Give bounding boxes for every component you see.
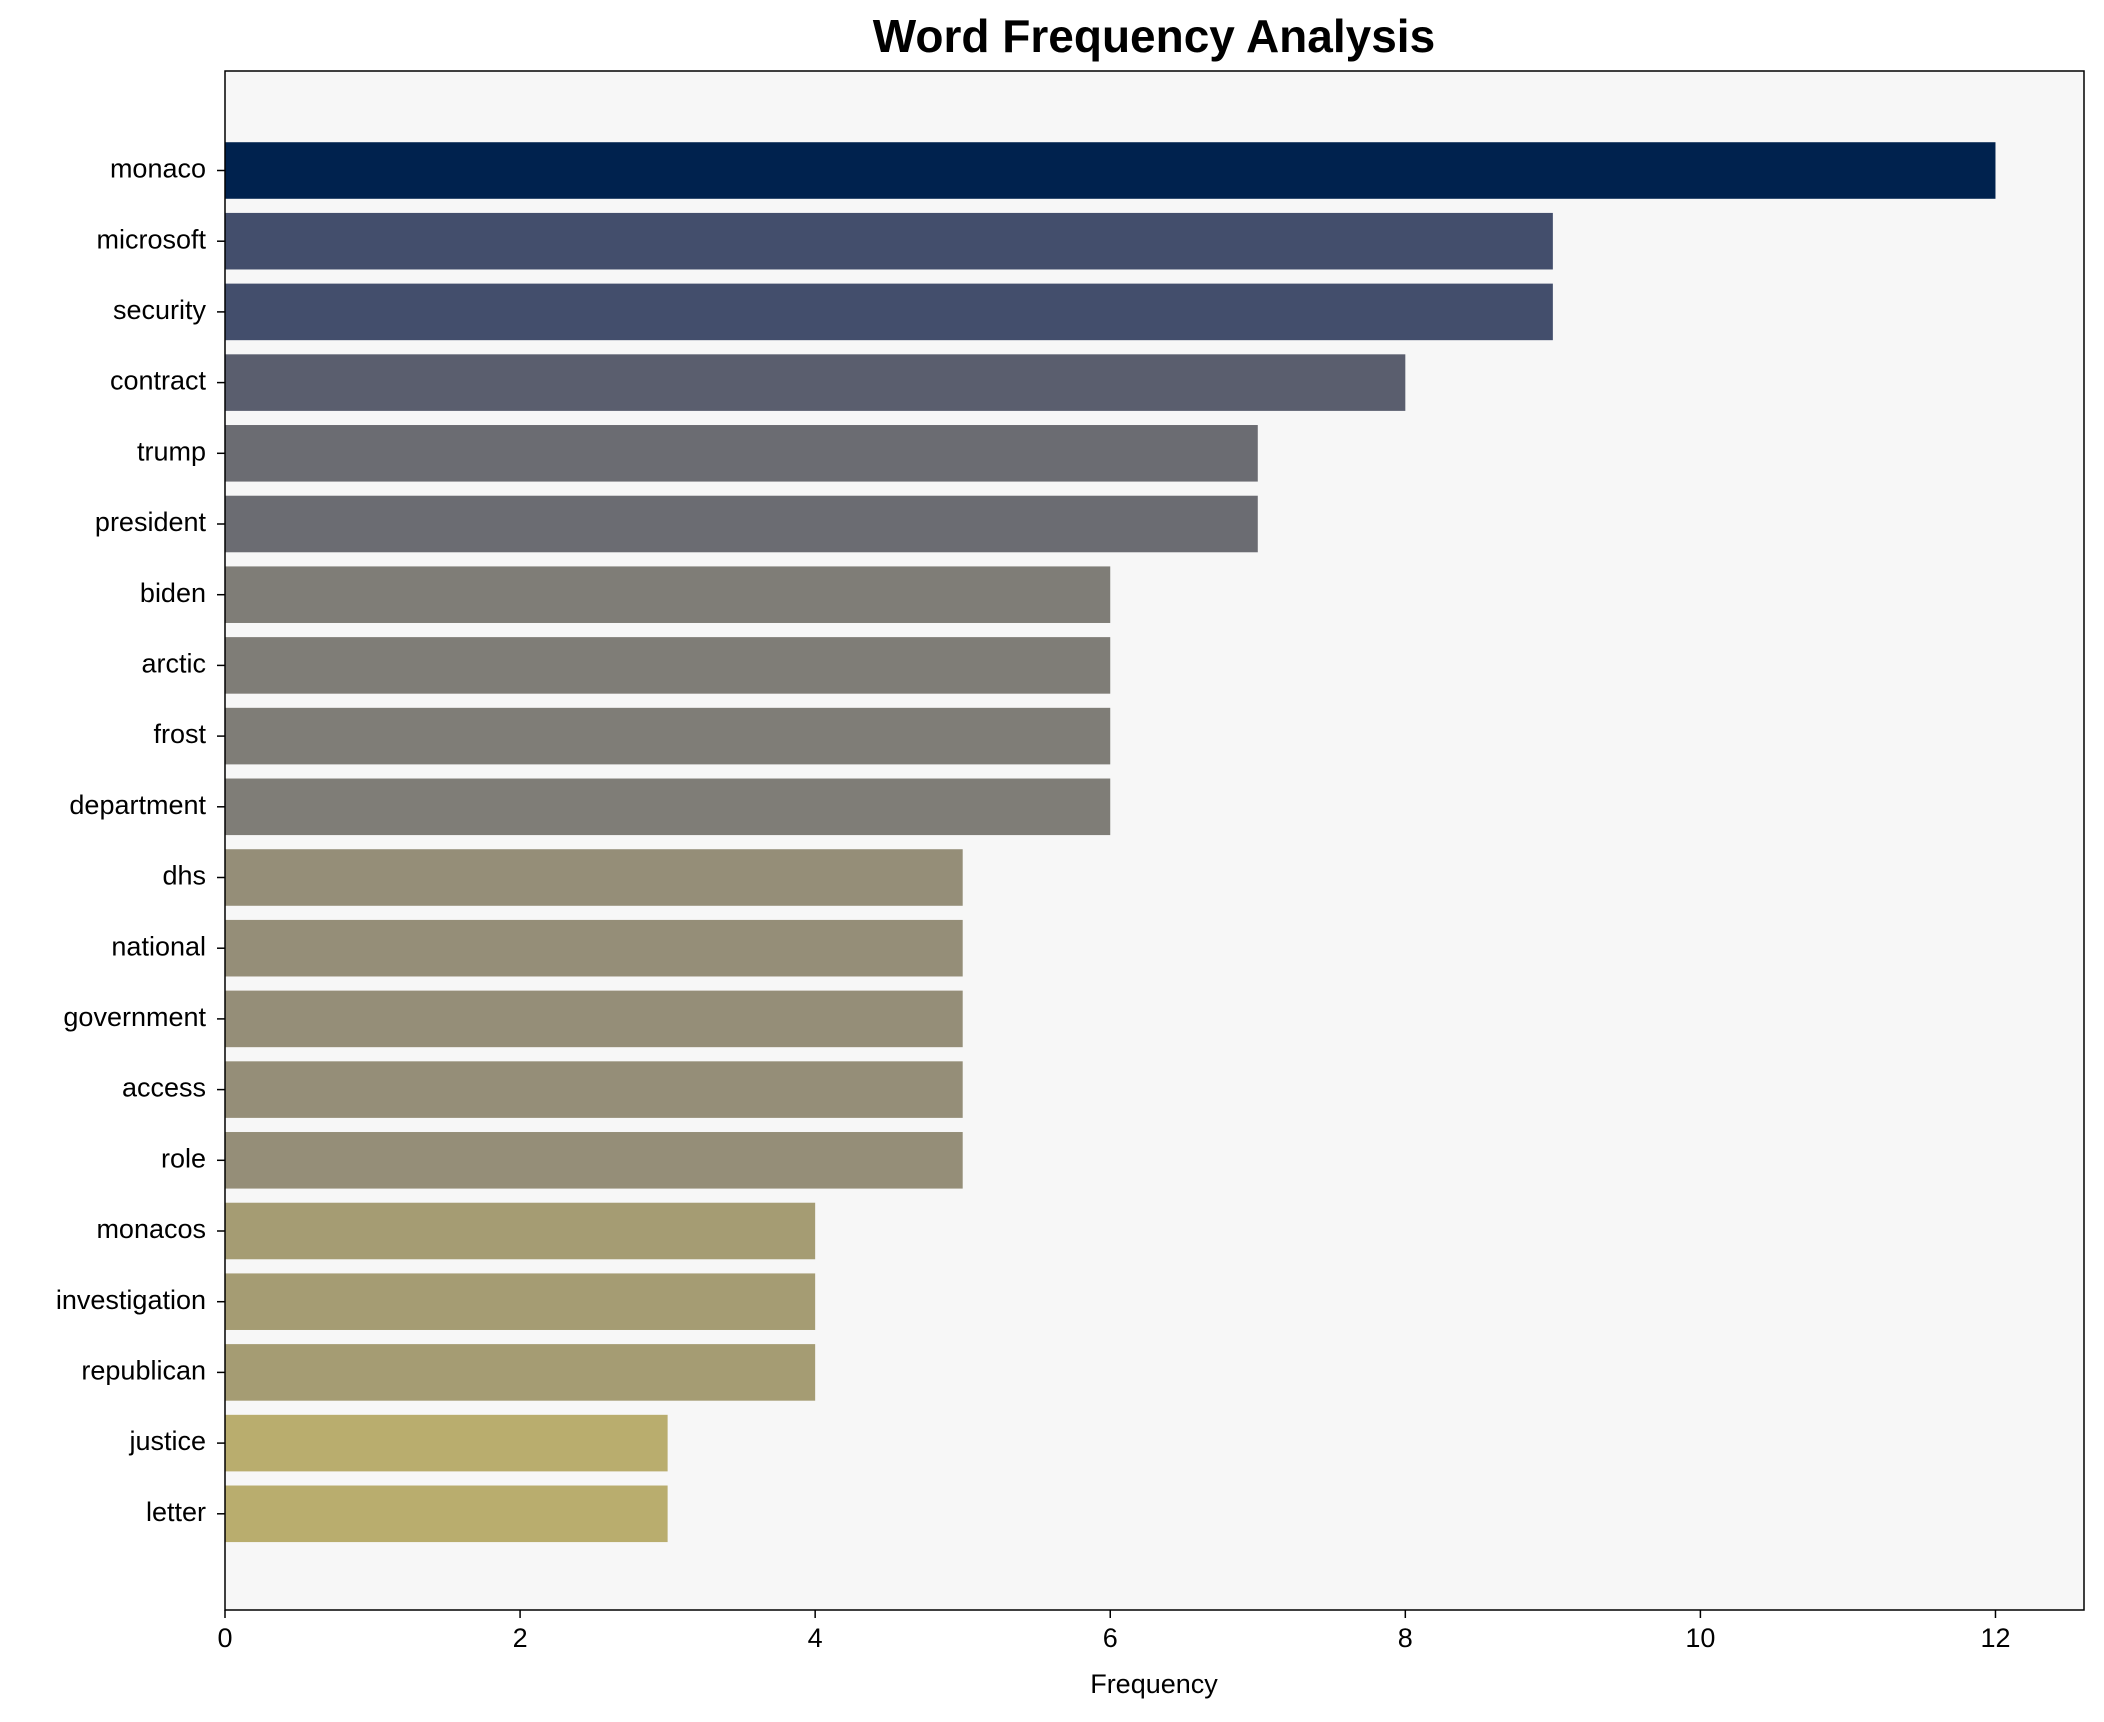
y-tick-label: department <box>69 790 206 820</box>
y-tick-label: investigation <box>56 1285 206 1315</box>
bar <box>225 1414 668 1472</box>
bar <box>225 849 963 906</box>
bar <box>225 707 1111 765</box>
bar <box>225 566 1111 623</box>
bar <box>225 637 1111 694</box>
x-tick-label: 6 <box>1103 1623 1118 1653</box>
y-tick-label: monaco <box>110 154 206 184</box>
x-tick-label: 0 <box>217 1623 232 1653</box>
bar <box>225 1485 668 1543</box>
bar <box>225 1344 816 1401</box>
x-tick-label: 10 <box>1685 1623 1715 1653</box>
y-tick-label: frost <box>153 719 206 749</box>
bar <box>225 425 1258 482</box>
y-tick-label: access <box>122 1073 206 1103</box>
y-tick-label: national <box>111 931 206 961</box>
y-tick-label: biden <box>140 578 206 608</box>
bar <box>225 1061 963 1118</box>
bar <box>225 919 963 977</box>
x-tick-label: 4 <box>808 1623 823 1653</box>
y-tick-label: contract <box>110 366 207 396</box>
x-tick-label: 8 <box>1398 1623 1413 1653</box>
bar <box>225 1202 816 1260</box>
y-tick-label: arctic <box>141 649 206 679</box>
y-tick-label: dhs <box>162 861 206 891</box>
y-tick-label: trump <box>137 436 206 466</box>
y-tick-label: monacos <box>96 1214 206 1244</box>
bar <box>225 1132 963 1189</box>
y-tick-label: role <box>161 1143 206 1173</box>
bar <box>225 142 1996 199</box>
y-tick-label: republican <box>81 1356 206 1386</box>
y-tick-label: government <box>63 1002 206 1032</box>
bar <box>225 1273 816 1330</box>
bar <box>225 212 1553 270</box>
y-tick-label: microsoft <box>96 224 206 254</box>
y-tick-label: letter <box>146 1497 206 1527</box>
bar <box>225 990 963 1048</box>
y-tick-label: president <box>95 507 207 537</box>
chart-title: Word Frequency Analysis <box>873 10 1435 62</box>
y-tick-label: security <box>113 295 207 325</box>
bar <box>225 778 1111 836</box>
x-tick-label: 12 <box>1980 1623 2010 1653</box>
bar <box>225 495 1258 553</box>
plot-frame <box>224 70 2085 1611</box>
bar <box>225 354 1406 411</box>
x-axis-label: Frequency <box>1090 1669 1218 1699</box>
x-tick-label: 2 <box>513 1623 528 1653</box>
bar <box>225 283 1553 341</box>
y-tick-label: justice <box>128 1426 206 1456</box>
